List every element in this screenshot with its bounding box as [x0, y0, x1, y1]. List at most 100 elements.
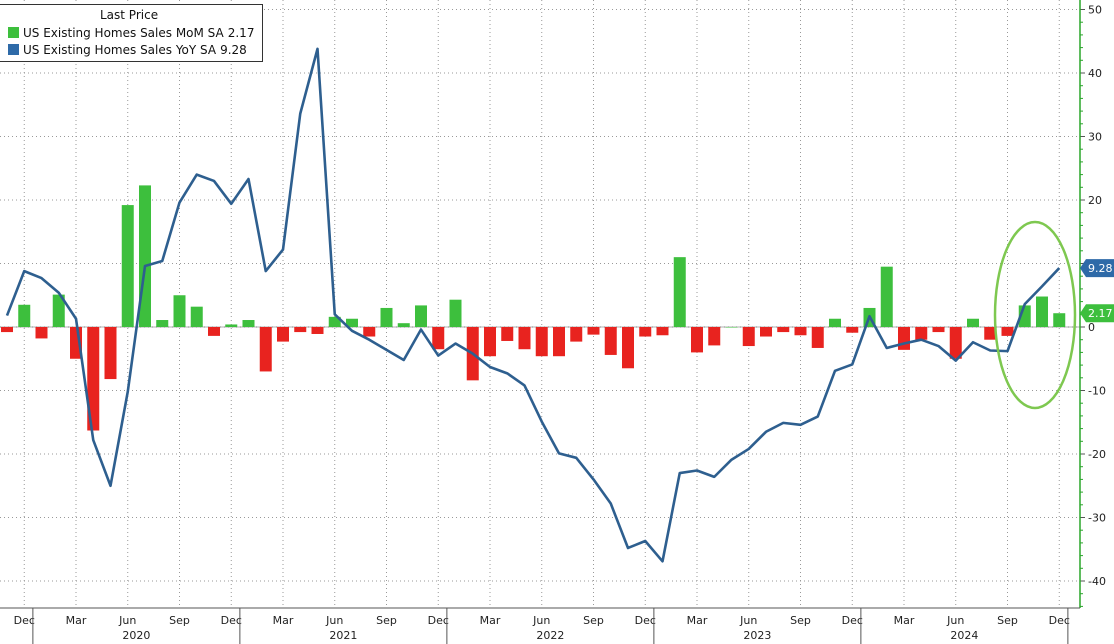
mom-last-badge-text: 2.17: [1088, 307, 1113, 320]
mom-bar: [984, 327, 997, 340]
x-tick-label: Dec: [428, 614, 449, 627]
x-tick-label: Jun: [739, 614, 757, 627]
mom-bar: [725, 327, 738, 328]
mom-bar: [156, 320, 169, 327]
mom-bar: [484, 327, 496, 357]
legend-label-mom: US Existing Homes Sales MoM SA: [23, 26, 224, 40]
mom-bar: [18, 304, 31, 327]
yoy-line: [5, 47, 1061, 563]
mom-bar: [639, 327, 652, 337]
yoy-last-badge-text: 9.28: [1088, 262, 1113, 275]
mom-bar: [967, 318, 979, 327]
x-tick-label: Dec: [221, 614, 242, 627]
mom-bar: [949, 327, 962, 359]
mom-bar: [259, 327, 272, 372]
mom-bar: [829, 318, 841, 327]
mom-bar: [346, 318, 358, 327]
annotations: 9.28 2.17: [993, 220, 1114, 410]
y-tick-label: 50: [1088, 4, 1102, 17]
mom-bar: [535, 327, 548, 357]
mom-bar: [173, 295, 186, 327]
x-tick-label: Jun: [532, 614, 550, 627]
mom-bar: [811, 327, 824, 348]
mom-bar: [932, 327, 945, 333]
mom-bar: [294, 327, 307, 333]
mom-bar: [760, 327, 772, 337]
mom-bar: [673, 257, 686, 327]
y-tick-label: 30: [1088, 131, 1102, 144]
mom-bar: [397, 323, 410, 327]
mom-bar: [708, 327, 721, 346]
year-label: 2022: [536, 629, 564, 642]
mom-bar: [225, 324, 238, 327]
y-tick-label: 20: [1088, 194, 1102, 207]
x-tick-label: Mar: [894, 614, 915, 627]
x-tick-label: Sep: [790, 614, 811, 627]
y-tick-label: 40: [1088, 67, 1102, 80]
mom-bar: [52, 294, 65, 327]
y-tick-label: 0: [1088, 321, 1095, 334]
x-tick-label: Dec: [842, 614, 863, 627]
y-tick-label: -20: [1088, 448, 1106, 461]
mom-bar: [208, 327, 220, 336]
mom-bar: [432, 327, 445, 350]
highlight-ellipse: [993, 220, 1077, 410]
mom-bar: [190, 306, 203, 327]
mom-bar: [87, 327, 100, 431]
x-tick-label: Mar: [273, 614, 294, 627]
mom-bar: [104, 327, 117, 380]
mom-bar: [777, 327, 790, 333]
legend-item-mom: US Existing Homes Sales MoM SA 2.17: [8, 26, 254, 40]
mom-bar: [742, 327, 755, 347]
mom-bar: [311, 327, 324, 334]
mom-bar: [35, 327, 48, 339]
mom-bar: [1053, 313, 1066, 327]
mom-bar: [794, 327, 807, 336]
x-axis: Dec Mar Jun Sep Dec Mar Jun Sep Dec Mar Jun Sep Dec M…: [0, 607, 1080, 644]
x-tick-label: Sep: [169, 614, 190, 627]
mom-bar: [656, 327, 669, 336]
legend: Last Price US Existing Homes Sales MoM S…: [0, 4, 263, 62]
y-tick-label: -30: [1088, 512, 1106, 525]
mom-bar: [363, 327, 376, 337]
x-tick-label: Mar: [480, 614, 501, 627]
mom-bar: [1036, 296, 1048, 327]
mom-bar: [553, 327, 565, 357]
year-label: 2023: [743, 629, 771, 642]
mom-bar: [328, 316, 341, 327]
x-tick-label: Sep: [583, 614, 604, 627]
y-tick-label: -40: [1088, 575, 1106, 588]
x-tick-label: Jun: [946, 614, 964, 627]
mom-last-badge-bg: [1080, 304, 1114, 323]
grid: [0, 0, 1080, 608]
mom-bar: [570, 327, 583, 342]
x-tick-label: Jun: [118, 614, 136, 627]
year-label: 2020: [122, 629, 150, 642]
mom-bar: [1001, 327, 1014, 336]
x-tick-label: Sep: [376, 614, 397, 627]
mom-bar: [691, 327, 703, 353]
x-tick-label: Mar: [687, 614, 708, 627]
legend-item-yoy: US Existing Homes Sales YoY SA 9.28: [8, 43, 247, 57]
mom-bar: [121, 205, 134, 327]
legend-value-mom: 2.17: [227, 26, 255, 40]
mom-bar: [518, 327, 531, 350]
year-label: 2024: [950, 629, 978, 642]
x-tick-label: Sep: [997, 614, 1018, 627]
yoy-line-group: [5, 47, 1061, 563]
mom-bar: [622, 327, 634, 369]
mom-bar: [242, 320, 255, 327]
mom-bar: [1, 327, 13, 333]
mom-bar: [501, 327, 514, 341]
mom-bars: [1, 185, 1066, 431]
y-axis: 50403020100-10-20-30-40: [1079, 0, 1106, 608]
mom-bar: [277, 327, 289, 342]
mom-bar: [880, 266, 893, 327]
mom-bar: [915, 327, 928, 340]
x-tick-label: Dec: [1049, 614, 1070, 627]
x-tick-label: Mar: [66, 614, 87, 627]
mom-bar: [898, 327, 910, 350]
yoy-last-badge-bg: [1080, 259, 1114, 278]
legend-value-yoy: 9.28: [220, 43, 247, 57]
